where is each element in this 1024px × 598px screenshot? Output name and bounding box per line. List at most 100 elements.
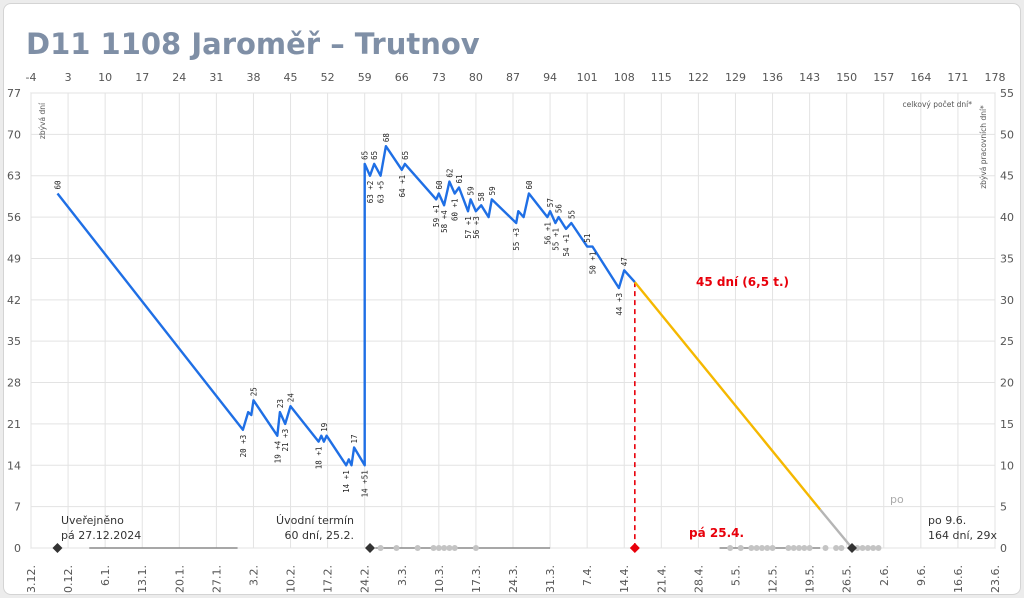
diamond-marker	[629, 543, 640, 553]
bottom-axis-tick-label: 12.5.	[767, 565, 780, 593]
top-axis-tick-label: 143	[799, 71, 820, 84]
bottom-axis-tick-label: 10.3.	[433, 565, 446, 593]
bottom-axis-tick-label: 2.6.	[878, 565, 891, 586]
bottom-axis-tick-label: 17.2.	[322, 565, 335, 593]
timeline-dot	[822, 545, 829, 551]
end-total-label: 164 dní, 29x	[928, 529, 997, 542]
left-axis-title: zbývá dní	[38, 102, 47, 139]
point-label: 20 +3	[239, 435, 248, 458]
bottom-axis-tick-label: 28.4.	[692, 565, 705, 593]
annotations: Uveřejněno pá 27.12.2024 Úvodní termín 6…	[61, 275, 997, 542]
timeline-dot	[435, 545, 442, 551]
top-axis-tick-label: 3	[65, 71, 72, 84]
timeline-dot	[875, 545, 882, 551]
diamond-marker	[364, 543, 375, 553]
point-label: 56 +1	[543, 222, 552, 245]
point-label: 61	[455, 175, 464, 184]
top-axis-tick-label: 52	[321, 71, 335, 84]
bottom-axis-tick-label: 19.5.	[804, 565, 817, 593]
series-group	[56, 145, 853, 549]
left-axis-tick-label: 35	[7, 335, 21, 348]
point-label: 57 +1	[464, 216, 473, 239]
top-axis-tick-label: 31	[209, 71, 223, 84]
point-labels: 60 20 +3 25 19 +4 23 21 +3 24 18 +1 19 14 +1 17 14 …	[53, 133, 629, 498]
timeline-dot	[451, 545, 458, 551]
top-axis-tick-label: 80	[469, 71, 483, 84]
left-axis-tick-label: 0	[14, 542, 21, 555]
point-label: 54 +1	[562, 234, 571, 257]
point-label: 55 +3	[512, 228, 521, 251]
bottom-axis-tick-label: 31.3.	[544, 565, 557, 593]
left-axis-tick-label: 63	[7, 170, 21, 183]
top-axis-tick-label: 73	[432, 71, 446, 84]
point-label: 17	[350, 435, 359, 444]
timeline-dot	[854, 545, 861, 551]
top-axis-tick-label: 24	[172, 71, 186, 84]
top-axis-tick-label: 122	[688, 71, 709, 84]
top-axis-tick-label: 136	[762, 71, 783, 84]
series-line-0	[56, 145, 636, 467]
left-axis-tick-label: 42	[7, 294, 21, 307]
point-label: 59	[488, 186, 497, 195]
bottom-axis-tick-label: 26.5.	[841, 565, 854, 593]
timeline-dot	[864, 545, 871, 551]
published-date: pá 27.12.2024	[61, 529, 141, 542]
top-axis-tick-label: 171	[947, 71, 968, 84]
bottom-axis-tick-label: 21.4.	[655, 565, 668, 593]
point-label: 63 +2	[366, 181, 375, 204]
top-axis-tick-label: 59	[358, 71, 372, 84]
point-label: 18 +1	[315, 447, 324, 470]
right-axis-tick-label: 30	[1000, 294, 1014, 307]
point-label: 55	[567, 210, 576, 219]
right-axis-tick-label: 45	[1000, 170, 1014, 183]
bottom-axis-tick-label: 24.3.	[507, 565, 520, 593]
initial-term-value: 60 dní, 25.2.	[285, 529, 355, 542]
timeline-dot	[764, 545, 771, 551]
point-label: 68	[382, 133, 391, 143]
top-axis-tick-label: 129	[725, 71, 746, 84]
top-axis-tick-label: -4	[26, 71, 37, 84]
timeline-dot	[769, 545, 776, 551]
timeline-dot	[393, 545, 400, 551]
left-axis-tick-label: 49	[7, 252, 21, 265]
left-axis-tick-label: 56	[7, 211, 21, 224]
timeline-dot	[446, 545, 453, 551]
top-axis-tick-label: 150	[836, 71, 857, 84]
highlight-date-label: pá 25.4.	[689, 526, 744, 540]
point-label: 65	[401, 151, 410, 160]
point-label: 60	[53, 180, 62, 190]
left-axis-tick-label: 77	[7, 87, 21, 100]
timeline-dot	[859, 545, 866, 551]
point-label: 62	[445, 169, 454, 178]
bottom-axis-tick-label: 3.2.	[247, 565, 260, 586]
right-axis-tick-label: 5	[1000, 501, 1007, 514]
timeline-dot	[870, 545, 877, 551]
chart-svg: D11 1108 Jaroměř – Trutnov -4 3 10 17 24 31 38…	[7, 27, 1014, 594]
timeline-dot	[748, 545, 755, 551]
point-label: 65	[370, 151, 379, 160]
point-label: 59 +1	[432, 204, 441, 227]
point-label: 56 +3	[472, 216, 481, 239]
top-axis-tick-label: 178	[985, 71, 1006, 84]
timeline-dot	[430, 545, 437, 551]
bottom-axis-tick-label: 9.6.	[915, 565, 928, 586]
point-label: 21 +3	[281, 429, 290, 452]
timeline-dot	[796, 545, 803, 551]
right-axis-tick-label: 35	[1000, 252, 1014, 265]
end-date-label: po 9.6.	[928, 514, 966, 527]
point-label: 14 +1	[342, 470, 351, 493]
bottom-axis-tick-label: 23.6.	[989, 565, 1002, 593]
point-label: 63 +5	[377, 181, 386, 204]
left-axis-tick-label: 7	[14, 501, 21, 514]
timeline-dot	[414, 545, 421, 551]
bottom-axis-tick-label: 16.6.	[952, 565, 965, 593]
point-label: 65	[361, 151, 370, 160]
chart-card: D11 1108 Jaroměř – Trutnov -4 3 10 17 24 31 38…	[3, 3, 1021, 595]
point-label: 57	[546, 198, 555, 207]
diamond-marker	[52, 543, 63, 553]
diamond-marker	[846, 543, 857, 553]
bottom-axis-tick-label: 27.1.	[210, 565, 223, 593]
po-label: po	[890, 493, 904, 506]
chart-title: D11 1108 Jaroměř – Trutnov	[26, 27, 480, 61]
point-label: 25	[249, 387, 258, 396]
